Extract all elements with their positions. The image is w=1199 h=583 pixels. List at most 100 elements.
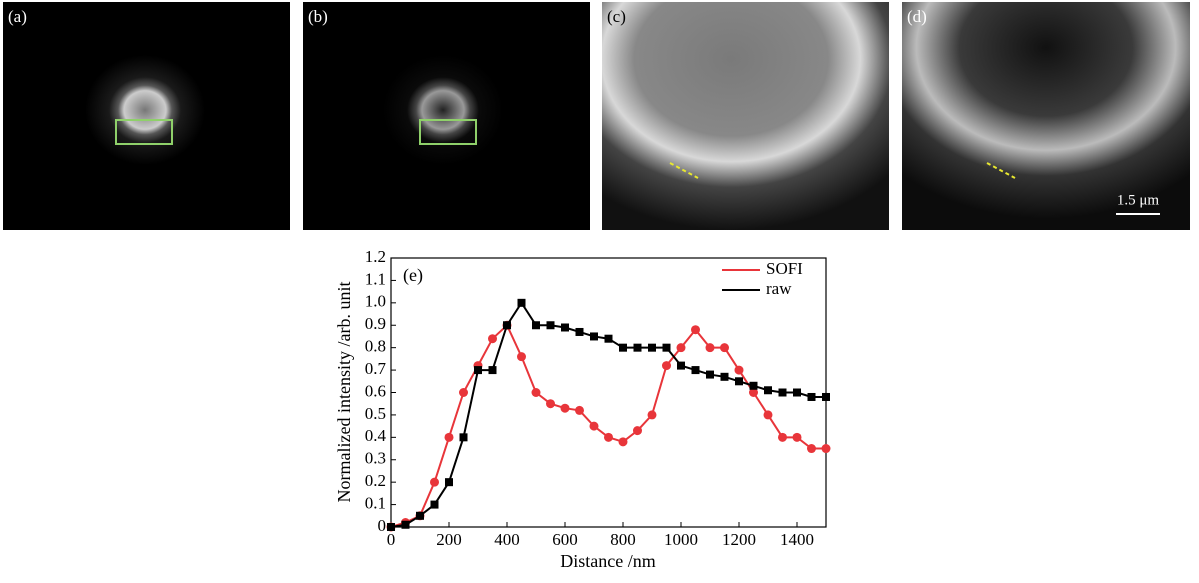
marker <box>560 403 570 413</box>
marker <box>546 321 555 330</box>
marker <box>807 444 816 454</box>
marker <box>662 343 671 352</box>
marker <box>618 437 628 447</box>
marker <box>546 399 555 409</box>
y-tick-label: 0.4 <box>365 426 387 445</box>
marker <box>561 323 569 332</box>
marker <box>705 343 715 353</box>
marker <box>604 334 613 343</box>
x-tick-label: 800 <box>610 530 636 549</box>
marker <box>749 388 758 397</box>
marker <box>793 388 801 397</box>
marker <box>677 361 685 370</box>
panel-label: (b) <box>308 7 328 26</box>
legend-label: raw <box>766 279 792 298</box>
series-line <box>390 323 826 528</box>
marker <box>532 321 540 330</box>
marker <box>734 365 744 375</box>
marker <box>387 523 395 531</box>
marker <box>749 381 758 390</box>
marker <box>706 370 714 379</box>
roi-box <box>115 119 173 145</box>
y-tick-label: 0.7 <box>365 359 387 378</box>
y-tick-label: 1.1 <box>365 269 386 288</box>
marker <box>735 377 743 386</box>
cell <box>85 55 205 165</box>
x-tick-label: 1000 <box>664 530 698 549</box>
marker <box>807 392 816 401</box>
marker <box>575 405 584 415</box>
chart: (e) Distance /nm Normalized intensity /a… <box>334 247 831 571</box>
marker <box>604 432 613 442</box>
y-axis-label: Normalized intensity /arb. unit <box>334 282 354 503</box>
y-tick-label: 0.6 <box>365 381 386 400</box>
marker <box>474 366 482 375</box>
marker <box>778 432 787 442</box>
marker <box>444 432 454 442</box>
marker <box>691 325 700 335</box>
x-tick-label: 600 <box>552 530 578 549</box>
marker <box>488 334 497 344</box>
marker <box>633 343 642 352</box>
marker <box>822 392 830 401</box>
y-tick-label: 0 <box>378 516 387 535</box>
panel-label: (c) <box>607 7 626 26</box>
image-d <box>902 2 1190 230</box>
profile-line <box>986 162 1016 179</box>
marker <box>503 321 511 330</box>
x-tick-label: 400 <box>494 530 520 549</box>
marker <box>633 426 642 436</box>
x-tick-label: 200 <box>436 530 462 549</box>
panel-label: (d) <box>907 7 927 26</box>
marker <box>459 388 468 397</box>
roi-box <box>419 119 477 145</box>
x-tick-label: 0 <box>387 530 396 549</box>
y-tick-label: 0.9 <box>365 314 386 333</box>
profile-line <box>669 162 699 179</box>
y-tick-label: 0.5 <box>365 404 386 423</box>
marker <box>778 388 787 397</box>
y-tick-label: 1.0 <box>365 292 386 311</box>
scale-bar-label: 1.5 μm <box>1117 192 1160 208</box>
marker <box>648 343 656 352</box>
y-tick-label: 0.8 <box>365 337 386 356</box>
marker <box>676 343 686 353</box>
x-axis-label: Distance /nm <box>560 551 655 571</box>
marker <box>619 343 627 352</box>
marker <box>488 366 497 375</box>
marker <box>517 352 526 362</box>
marker <box>445 478 453 487</box>
legend-label: SOFI <box>766 259 803 278</box>
marker <box>517 298 526 307</box>
cell <box>383 55 503 165</box>
marker <box>430 477 439 487</box>
marker <box>401 520 410 529</box>
y-tick-label: 0.1 <box>365 493 386 512</box>
marker <box>590 332 598 341</box>
y-tick-label: 0.3 <box>365 449 386 468</box>
panel-label: (a) <box>8 7 27 26</box>
image-c <box>602 2 889 230</box>
y-tick-label: 1.2 <box>365 247 386 266</box>
y-tick-label: 0.2 <box>365 471 386 490</box>
marker <box>764 386 772 395</box>
plot-frame <box>390 257 827 528</box>
marker <box>691 366 700 375</box>
marker <box>575 327 584 336</box>
marker <box>720 343 729 353</box>
annotation: (e) <box>403 265 423 286</box>
marker <box>792 432 802 442</box>
marker <box>459 433 468 442</box>
x-tick-label: 1200 <box>722 530 756 549</box>
marker <box>430 500 439 509</box>
marker <box>662 361 671 371</box>
x-tick-label: 1400 <box>780 530 814 549</box>
marker <box>416 511 424 520</box>
marker <box>720 372 729 381</box>
marker <box>589 421 599 431</box>
marker <box>647 410 657 420</box>
marker <box>821 444 831 454</box>
marker <box>531 388 541 397</box>
marker <box>763 410 773 420</box>
